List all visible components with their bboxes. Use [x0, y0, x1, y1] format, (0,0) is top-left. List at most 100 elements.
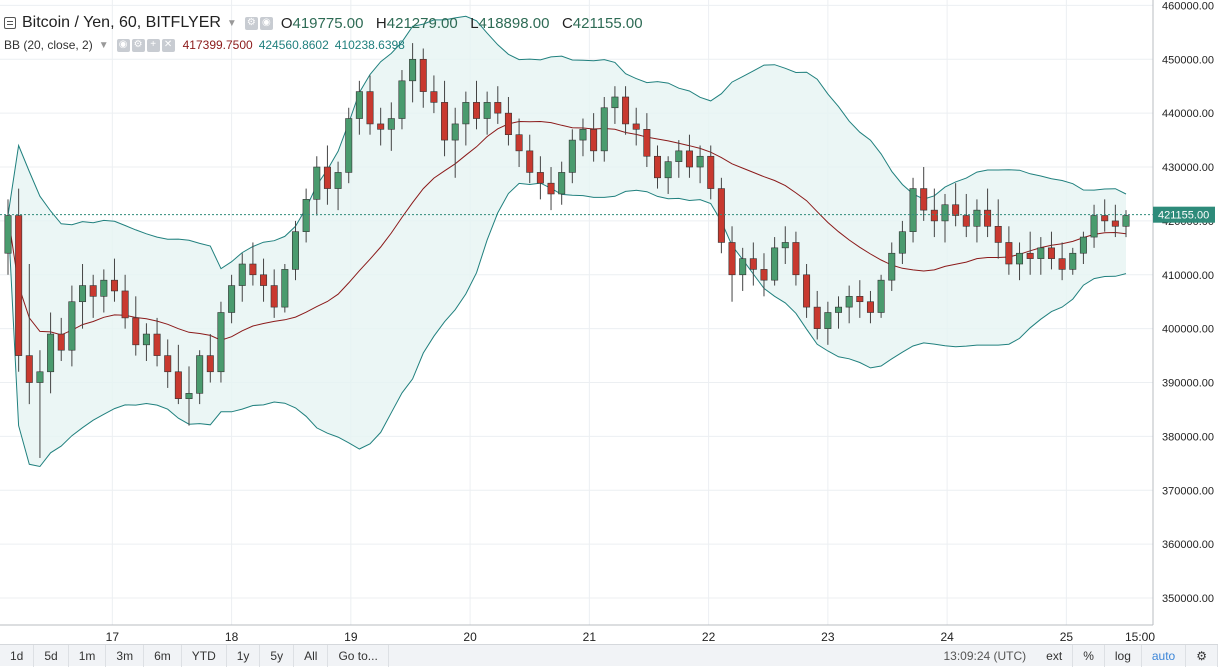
settings-icon[interactable]: ⚙: [131, 38, 145, 52]
candle-body: [547, 182, 555, 195]
ext-toggle[interactable]: ext: [1036, 645, 1074, 667]
plus-icon[interactable]: +: [146, 38, 160, 52]
candle-body: [323, 166, 331, 189]
menu-icon[interactable]: [4, 17, 16, 29]
bb-lower-value: 410238.6398: [334, 38, 405, 52]
candle: [685, 134, 693, 178]
bb-band-fill: [8, 16, 1126, 467]
candle-body: [632, 123, 640, 130]
price-axis[interactable]: 350000.00 360000.00 370000.00 380000.00 3900…: [1152, 0, 1215, 625]
candle-body: [302, 199, 310, 232]
candle-body: [664, 161, 672, 179]
candle: [217, 301, 225, 383]
percent-toggle[interactable]: %: [1073, 645, 1105, 667]
range-1m[interactable]: 1m: [69, 644, 107, 667]
candle: [281, 264, 289, 313]
goto-button[interactable]: Go to...: [328, 644, 389, 667]
candle: [856, 280, 864, 318]
candle-body: [430, 91, 438, 103]
candle-body: [952, 204, 960, 216]
candle: [781, 226, 789, 265]
candle: [387, 102, 395, 151]
chevron-down-icon[interactable]: ▼: [98, 39, 109, 51]
candle-body: [281, 269, 289, 308]
candle: [962, 193, 970, 238]
bb-basis-value: 417399.7500: [182, 38, 253, 52]
candle-body: [611, 96, 619, 109]
candle: [36, 350, 44, 458]
candle: [845, 285, 853, 324]
candle-body: [941, 204, 949, 222]
range-3m[interactable]: 3m: [106, 644, 145, 667]
candle-body: [1005, 242, 1013, 265]
candle: [153, 317, 161, 367]
candle-body: [558, 172, 566, 195]
candle-body: [675, 150, 683, 162]
range-all[interactable]: All: [294, 644, 329, 667]
eye-icon[interactable]: ◉: [259, 16, 273, 30]
range-5y[interactable]: 5y: [260, 644, 295, 667]
candle-body: [803, 274, 811, 308]
candle-body: [228, 285, 236, 313]
range-1y[interactable]: 1y: [227, 644, 261, 667]
candle: [994, 199, 1002, 259]
candle: [249, 242, 257, 286]
candle: [68, 285, 76, 367]
candle-body: [877, 279, 885, 313]
close-icon[interactable]: ✕: [161, 38, 175, 52]
candle: [196, 350, 204, 405]
time-axis[interactable]: 17 18 19 20 21 22 23 24 25 15:00: [0, 624, 1155, 644]
candle-body: [792, 242, 800, 276]
indicator-name[interactable]: BB (20, close, 2): [4, 38, 93, 52]
candle: [398, 70, 406, 130]
candle-body: [749, 258, 757, 270]
range-5d[interactable]: 5d: [34, 644, 69, 667]
range-1d[interactable]: 1d: [0, 644, 35, 667]
range-6m[interactable]: 6m: [144, 644, 182, 667]
chevron-down-icon[interactable]: ▼: [226, 17, 237, 29]
time-tick-label: 22: [702, 630, 716, 644]
candle-body: [1122, 215, 1130, 227]
candle: [494, 86, 502, 124]
candle-body: [909, 188, 917, 232]
candle-body: [898, 231, 906, 254]
symbol-title[interactable]: Bitcoin / Yen, 60, BITFLYER: [22, 14, 221, 31]
candle-body: [1047, 247, 1055, 259]
candle: [1058, 242, 1066, 281]
candle-body: [984, 209, 992, 227]
price-tick-label: 460000.00: [1162, 0, 1214, 12]
gear-icon[interactable]: ⚙: [1186, 645, 1218, 667]
candle: [270, 269, 278, 318]
candle-body: [845, 296, 853, 308]
candle-body: [973, 209, 981, 227]
candle: [15, 188, 23, 372]
range-ytd[interactable]: YTD: [182, 644, 227, 667]
candle: [866, 290, 874, 324]
candle: [132, 296, 140, 356]
log-toggle[interactable]: log: [1105, 645, 1142, 667]
settings-icon[interactable]: ⚙: [244, 16, 258, 30]
candle: [228, 274, 236, 324]
candle: [462, 91, 470, 146]
candle-body: [185, 393, 193, 400]
candle: [888, 242, 896, 291]
candle: [749, 242, 757, 286]
candle: [600, 96, 608, 162]
candle-body: [68, 301, 76, 351]
auto-toggle[interactable]: auto: [1142, 645, 1187, 667]
candle: [920, 167, 928, 221]
time-tick-label: 18: [225, 630, 239, 644]
candle-body: [866, 301, 874, 313]
candle: [664, 156, 672, 194]
symbol-row: Bitcoin / Yen, 60, BITFLYER ▼ ⚙ ◉ O41977…: [4, 12, 643, 34]
time-tick-label: 15:00: [1125, 630, 1155, 644]
candle: [930, 188, 938, 238]
candle-body: [835, 306, 843, 313]
eye-icon[interactable]: ◉: [116, 38, 130, 52]
candle-body: [345, 118, 353, 173]
candle: [89, 274, 97, 318]
candle: [323, 145, 331, 205]
candle: [377, 107, 385, 146]
candle: [185, 366, 193, 426]
